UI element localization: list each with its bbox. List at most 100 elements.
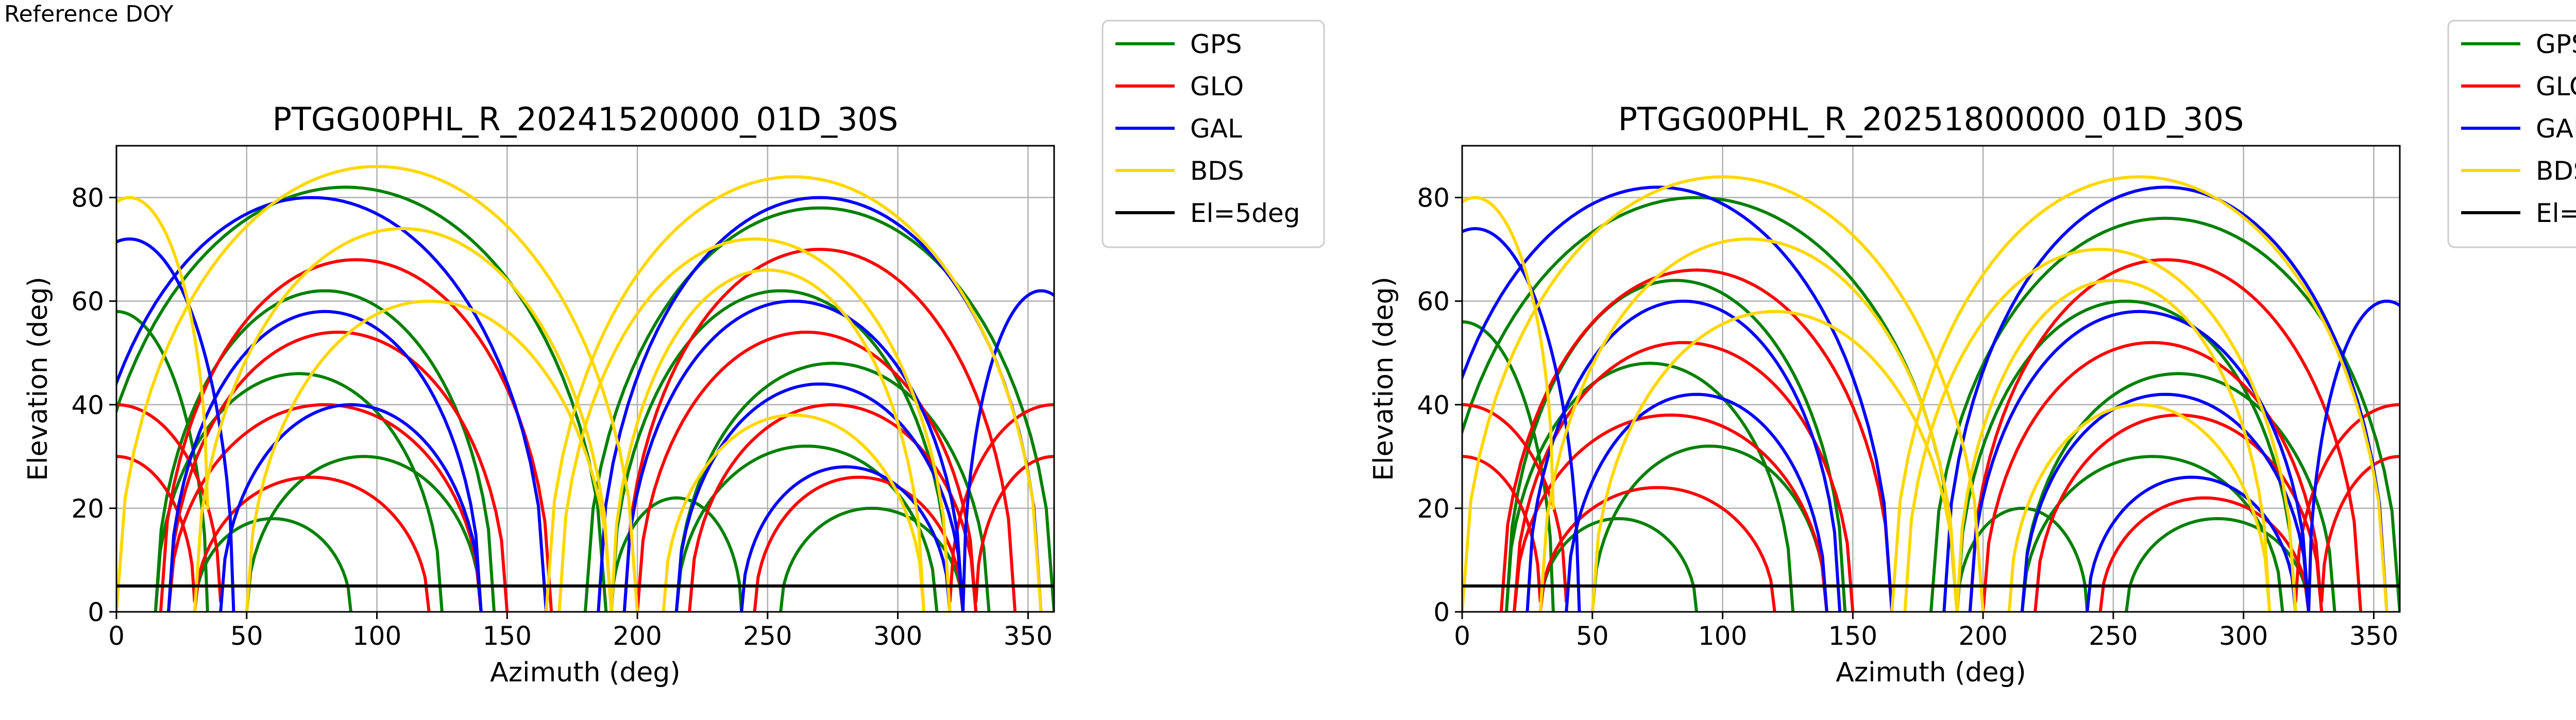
series-gps-pass: [1462, 320, 1555, 612]
legend-label: El=5deg: [2536, 198, 2576, 228]
series-gal-pass: [2307, 299, 2400, 612]
series-glo-pass: [1513, 341, 1855, 612]
y-axis-label: Elevation (deg): [1368, 277, 1399, 481]
series-gps-pass: [674, 362, 991, 612]
chart-title: PTGG00PHL_R_20251800000_01D_30S: [1618, 100, 2244, 138]
series-glo-pass: [193, 475, 431, 612]
series-glo-pass: [116, 455, 196, 603]
series-glo-pass: [1499, 268, 1894, 612]
x-axis-label: Azimuth (deg): [490, 657, 680, 688]
series-glo-pass: [753, 475, 965, 612]
y-tick-label: 40: [1417, 390, 1450, 420]
x-tick-label: 350: [1004, 621, 1053, 651]
y-tick-label: 60: [71, 287, 104, 317]
legend-label: GPS: [2536, 29, 2576, 59]
x-tick-label: 200: [613, 621, 662, 651]
x-tick-label: 250: [2089, 621, 2138, 651]
series-bds-pass: [1538, 237, 1959, 612]
series-glo-pass: [159, 258, 553, 612]
series-glo-pass: [1981, 341, 2324, 612]
x-tick-label: 100: [352, 621, 401, 651]
x-tick-label: 50: [1576, 621, 1609, 651]
legend-label: BDS: [1190, 156, 1244, 186]
series-gal-pass: [2020, 392, 2311, 612]
series-gps-pass: [1955, 299, 2297, 612]
series-glo-pass: [1968, 258, 2363, 612]
legend-label: El=5deg: [1190, 198, 1300, 228]
axes-frame: [115, 145, 1055, 613]
y-axis-label: Elevation (deg): [23, 277, 54, 481]
series-glo-pass: [974, 455, 1054, 603]
series-glo-pass: [622, 248, 1017, 612]
legend-label: GAL: [1190, 114, 1242, 144]
series-gps-pass: [1955, 506, 2089, 612]
series-gps-pass: [584, 206, 1054, 612]
series-gal-pass: [1942, 185, 2388, 612]
series-glo-pass: [167, 403, 483, 612]
series-gal-pass: [167, 310, 483, 612]
legend-label: GPS: [1190, 29, 1242, 59]
y-tick-label: 20: [1417, 494, 1450, 524]
y-tick-label: 20: [71, 494, 104, 524]
y-tick-label: 80: [1417, 183, 1450, 213]
x-axis-label: Azimuth (deg): [1836, 657, 2026, 688]
series-bds-pass: [2007, 403, 2272, 612]
series-bds-pass: [1462, 175, 1985, 612]
legend-label: BDS: [2536, 156, 2576, 186]
chart-2: 0 50 100 150 200 250 300 350 0 20 40 60 80 PTGG00PHL_…: [1368, 20, 2576, 688]
legend-label: GLO: [2536, 72, 2576, 101]
x-tick-label: 150: [1828, 621, 1877, 651]
x-tick-label: 100: [1698, 621, 1747, 651]
legend: GPS GLO GAL BDS El=5deg: [2447, 20, 2576, 248]
series-glo-pass: [2320, 455, 2400, 603]
series-gal-pass: [961, 289, 1054, 612]
series-gal-pass: [116, 237, 235, 612]
series-gal-pass: [674, 382, 965, 612]
x-tick-label: 300: [873, 621, 922, 651]
series-glo-pass: [688, 403, 978, 612]
series-glo-pass: [2294, 403, 2400, 603]
series-glo-pass: [636, 330, 978, 612]
x-tick-label: 0: [108, 621, 125, 651]
y-tick-label: 40: [71, 390, 104, 420]
x-tick-label: 50: [230, 621, 263, 651]
x-tick-label: 150: [483, 621, 532, 651]
series-bds-pass: [193, 227, 613, 612]
series-gps-pass: [193, 517, 352, 612]
series-bds-pass: [245, 299, 613, 612]
series-glo-pass: [1462, 403, 1568, 603]
series-gps-pass: [1538, 517, 1698, 612]
series-gps-pass: [1504, 362, 1795, 612]
series-bds-pass: [662, 413, 926, 612]
plot-area: [116, 165, 1054, 612]
x-tick-label: 250: [743, 621, 792, 651]
legend-box: [2447, 20, 2576, 248]
series-bds-pass: [116, 196, 209, 510]
series-gps-pass: [116, 310, 209, 612]
series-glo-pass: [948, 403, 1054, 603]
series-gps-pass: [1504, 279, 1847, 612]
series-gps-pass: [245, 455, 483, 612]
y-tick-label: 0: [88, 597, 104, 627]
series-gps-pass: [1462, 196, 1959, 612]
series-gal-pass: [622, 299, 965, 612]
series-bds-pass: [1890, 175, 2388, 612]
series-bds-pass: [557, 237, 952, 612]
chart-1: 0 50 100 150 200 250 300 350 0 20 40 60 80 PTGG00PHL_…: [23, 20, 1325, 688]
series-gps-pass: [609, 496, 743, 612]
series-bds-pass: [1462, 196, 1555, 510]
x-tick-label: 300: [2219, 621, 2268, 651]
series-glo-pass: [2098, 496, 2311, 612]
series-bds-pass: [1590, 310, 1959, 612]
legend-box: [1101, 20, 1325, 248]
series-gal-pass: [1565, 392, 1828, 612]
series-bds-pass: [609, 268, 926, 612]
series-bds-pass: [1903, 248, 2297, 612]
plot-area: [1462, 175, 2400, 612]
y-tick-label: 60: [1417, 287, 1450, 317]
series-bds-pass: [116, 165, 639, 612]
legend-label: GLO: [1190, 72, 1244, 101]
series-gps-pass: [2020, 455, 2284, 612]
series-gps-pass: [2125, 517, 2311, 612]
